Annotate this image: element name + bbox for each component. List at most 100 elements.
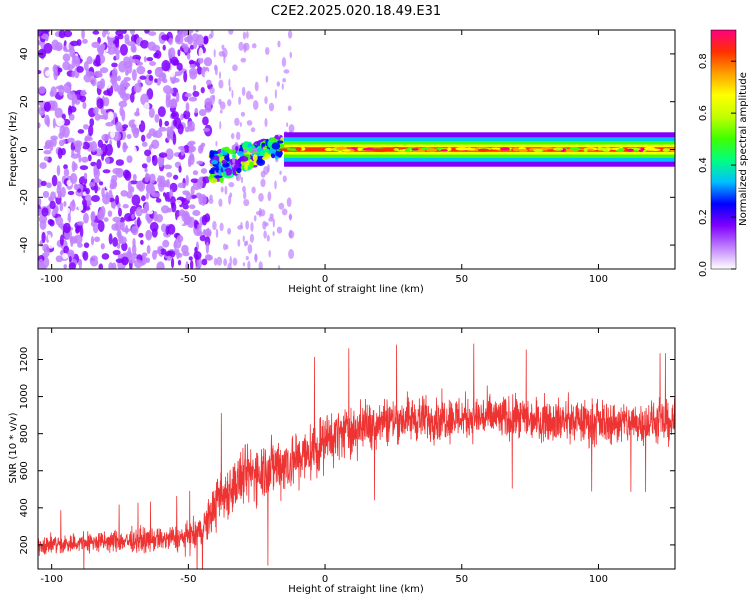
spectrogram-noise-blob — [287, 105, 292, 111]
spectrogram-noise-blob — [219, 109, 223, 114]
spectrogram-noise-blob — [120, 190, 129, 197]
figure-title: C2E2.2025.020.18.49.E31 — [271, 4, 441, 19]
spectrogram-noise-blob — [168, 69, 176, 78]
spectrogram-noise-blob — [121, 227, 131, 233]
spectrogram-noise-blob — [212, 220, 217, 231]
spectrogram-noise-blob — [136, 180, 144, 190]
spectrogram-noise-blob — [205, 79, 212, 86]
spectrogram-noise-blob — [218, 79, 224, 89]
spectrogram-noise-blob — [213, 48, 216, 58]
spectrogram-noise-blob — [145, 230, 152, 240]
spectrogram-y-tick-label: 0 — [19, 146, 30, 152]
spectrogram-noise-blob — [109, 183, 114, 190]
spectrogram-noise-blob — [229, 192, 233, 198]
spectrogram-noise-blob — [282, 78, 287, 83]
spectrogram-signal-blob — [602, 148, 609, 152]
spectrogram-noise-blob — [115, 167, 124, 178]
spectrogram-noise-blob — [90, 140, 98, 153]
spectrogram-signal-blob — [242, 143, 246, 147]
spectrogram-noise-blob — [46, 182, 52, 189]
spectrogram-noise-blob — [154, 50, 162, 59]
spectrogram-y-axis-label: Frequency (Hz) — [8, 111, 19, 187]
spectrogram-noise-blob — [71, 160, 76, 173]
spectrogram-noise-blob — [71, 97, 75, 109]
spectrogram-noise-blob — [76, 65, 84, 73]
spectrogram-image — [38, 30, 675, 269]
spectrogram-noise-blob — [175, 91, 180, 103]
spectrogram-noise-blob — [39, 162, 47, 170]
spectrogram-noise-blob — [242, 31, 247, 40]
spectrogram-y-tick-label: -20 — [19, 189, 30, 205]
spectrogram-noise-blob — [189, 152, 195, 161]
spectrogram-noise-blob — [99, 67, 109, 74]
spectrogram-noise-blob — [83, 124, 89, 130]
spectrogram-noise-blob — [88, 124, 94, 137]
spectrogram-noise-blob — [71, 54, 77, 61]
spectrogram-noise-blob — [245, 240, 249, 246]
spectrogram-noise-blob — [225, 244, 229, 250]
spectrogram-noise-blob — [219, 121, 222, 130]
colorbar-tick-label: 0.2 — [698, 209, 709, 225]
spectrogram-noise-blob — [214, 65, 218, 76]
spectrogram-noise-blob — [219, 222, 224, 232]
spectrogram-noise-blob — [183, 144, 190, 153]
spectrogram-noise-blob — [93, 70, 103, 78]
spectrogram-noise-blob — [258, 261, 263, 269]
spectrogram-noise-blob — [251, 43, 257, 49]
spectrogram-noise-blob — [286, 197, 292, 208]
spectrogram-noise-blob — [268, 250, 271, 258]
spectrogram-noise-blob — [127, 246, 132, 259]
spectrogram-noise-blob — [282, 175, 287, 183]
spectrogram-noise-blob — [183, 70, 188, 83]
spectrogram-noise-blob — [38, 122, 41, 129]
spectrogram-noise-blob — [242, 185, 246, 193]
spectrogram-noise-blob — [189, 63, 196, 69]
spectrogram-noise-blob — [138, 107, 146, 119]
spectrogram-noise-blob — [147, 69, 152, 75]
spectrogram-noise-blob — [264, 222, 269, 227]
spectrogram-noise-blob — [60, 147, 66, 156]
spectrogram-noise-blob — [68, 262, 77, 269]
spectrogram-noise-blob — [148, 31, 157, 36]
spectrogram-noise-blob — [38, 198, 42, 206]
spectrogram-noise-blob — [123, 169, 130, 179]
spectrogram-noise-blob — [212, 94, 216, 101]
spectrogram-noise-blob — [198, 108, 207, 117]
spectrogram-noise-blob — [83, 242, 90, 248]
spectrogram-noise-blob — [86, 56, 93, 65]
spectrogram-noise-blob — [97, 253, 102, 265]
spectrogram-noise-blob — [141, 141, 148, 147]
spectrogram-noise-blob — [188, 59, 195, 65]
spectrogram-noise-blob — [89, 204, 95, 210]
spectrogram-noise-blob — [68, 256, 72, 263]
spectrogram-noise-blob — [180, 113, 184, 121]
spectrogram-noise-blob — [171, 202, 175, 209]
spectrogram-noise-blob — [63, 200, 67, 207]
spectrogram-noise-blob — [146, 56, 154, 62]
spectrogram-noise-blob — [250, 127, 256, 133]
spectrogram-noise-blob — [62, 61, 71, 71]
spectrogram-noise-blob — [69, 200, 76, 212]
spectrogram-noise-blob — [47, 218, 54, 226]
colorbar-frame — [710, 29, 737, 270]
spectrogram-noise-blob — [55, 255, 64, 263]
spectrogram-noise-blob — [92, 30, 100, 35]
spectrogram-noise-blob — [198, 57, 204, 64]
spectrogram-noise-blob — [71, 70, 76, 78]
spectrogram-signal-blob — [324, 147, 334, 152]
spectrogram-noise-blob — [200, 168, 208, 174]
spectrogram-noise-blob — [168, 37, 173, 46]
spectrogram-noise-blob — [230, 133, 235, 140]
spectrogram-noise-blob — [144, 175, 150, 183]
spectrogram-noise-blob — [62, 252, 68, 260]
spectrogram-noise-blob — [209, 87, 215, 95]
snr-x-tick-label: 0 — [322, 574, 328, 585]
spectrogram-signal-blob — [455, 147, 469, 151]
spectrogram-noise-blob — [122, 204, 129, 209]
spectrogram-noise-blob — [218, 71, 222, 79]
spectrogram-noise-blob — [43, 42, 53, 54]
spectrogram-noise-blob — [202, 116, 209, 126]
spectrogram-noise-blob — [151, 228, 158, 238]
spectrogram-noise-blob — [264, 117, 268, 128]
spectrogram-signal-blob — [264, 152, 269, 157]
